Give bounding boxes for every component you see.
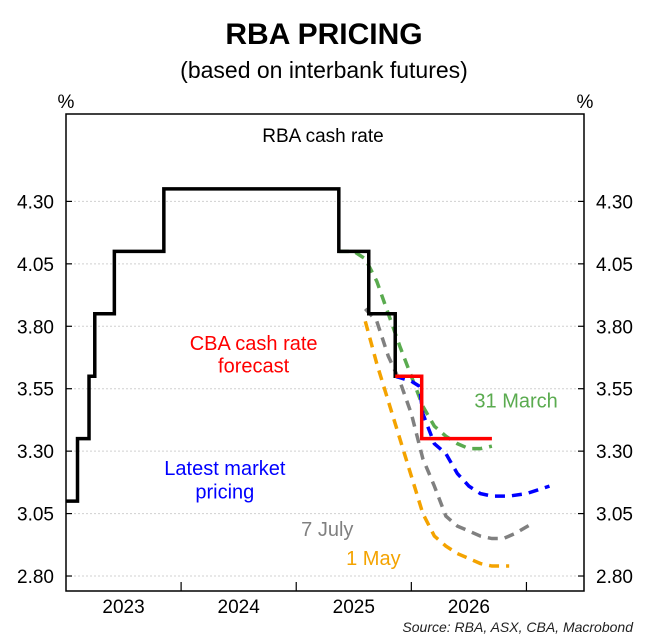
y-tick-label-right: 4.05 (596, 255, 633, 276)
chart-title: RBA PRICING (225, 18, 422, 51)
y-tick-label-right: 3.55 (596, 380, 633, 401)
plot-frame (65, 113, 585, 592)
y-tick-label-left: 3.05 (17, 505, 54, 526)
x-tick-label: 2024 (218, 597, 261, 618)
y-tick-label-right: 3.30 (596, 442, 633, 463)
annotation-label: 31 March (474, 390, 557, 412)
y-tick-label-left: 4.30 (17, 192, 54, 213)
annotation-label: Latest market (164, 458, 286, 480)
series-line-7-july (364, 307, 534, 541)
y-tick-label-left: 3.55 (17, 380, 54, 401)
series-line-rba-cash-rate (66, 187, 412, 503)
inner-title: RBA cash rate (262, 126, 383, 147)
x-tick-label: 2026 (448, 597, 490, 618)
series-group (66, 187, 551, 568)
x-tick-label: 2025 (333, 597, 375, 618)
y-tick-label-left: 2.80 (17, 567, 54, 588)
series-line-1-may (363, 320, 510, 568)
series-line-cba-cash-rate-forecast (395, 374, 492, 441)
y-tick-label-left: 3.80 (17, 317, 54, 338)
y-tick-label-right: 3.80 (596, 317, 633, 338)
series-line-latest-market-pricing (394, 374, 551, 498)
x-axis: 2023 2024 2025 2026 (102, 582, 528, 618)
y-tick-label-right: 3.05 (596, 505, 633, 526)
x-tick-label: 2023 (102, 597, 144, 618)
y-tick-label-left: 4.05 (17, 255, 54, 276)
annotation-label: forecast (218, 355, 290, 377)
y-tick-label-right: 2.80 (596, 567, 633, 588)
y-tick-label-left: 3.30 (17, 442, 54, 463)
y-tick-label-right: 4.30 (596, 192, 633, 213)
y-axis-unit-right: % (577, 92, 594, 113)
chart-subtitle: (based on interbank futures) (180, 57, 468, 83)
annotation-label: CBA cash rate (190, 333, 318, 355)
y-axis-unit-left: % (58, 92, 75, 113)
annotation-label: pricing (195, 482, 254, 504)
series-line-31-march (338, 249, 493, 451)
annotation-label: 7 July (301, 519, 353, 541)
source-note: Source: RBA, ASX, CBA, Macrobond (402, 619, 634, 635)
y-axis: 4.30 4.30 4.05 4.05 3.80 3.80 3.55 3.55 3.30 3.30… (17, 192, 633, 588)
annotation-label: 1 May (346, 548, 400, 570)
